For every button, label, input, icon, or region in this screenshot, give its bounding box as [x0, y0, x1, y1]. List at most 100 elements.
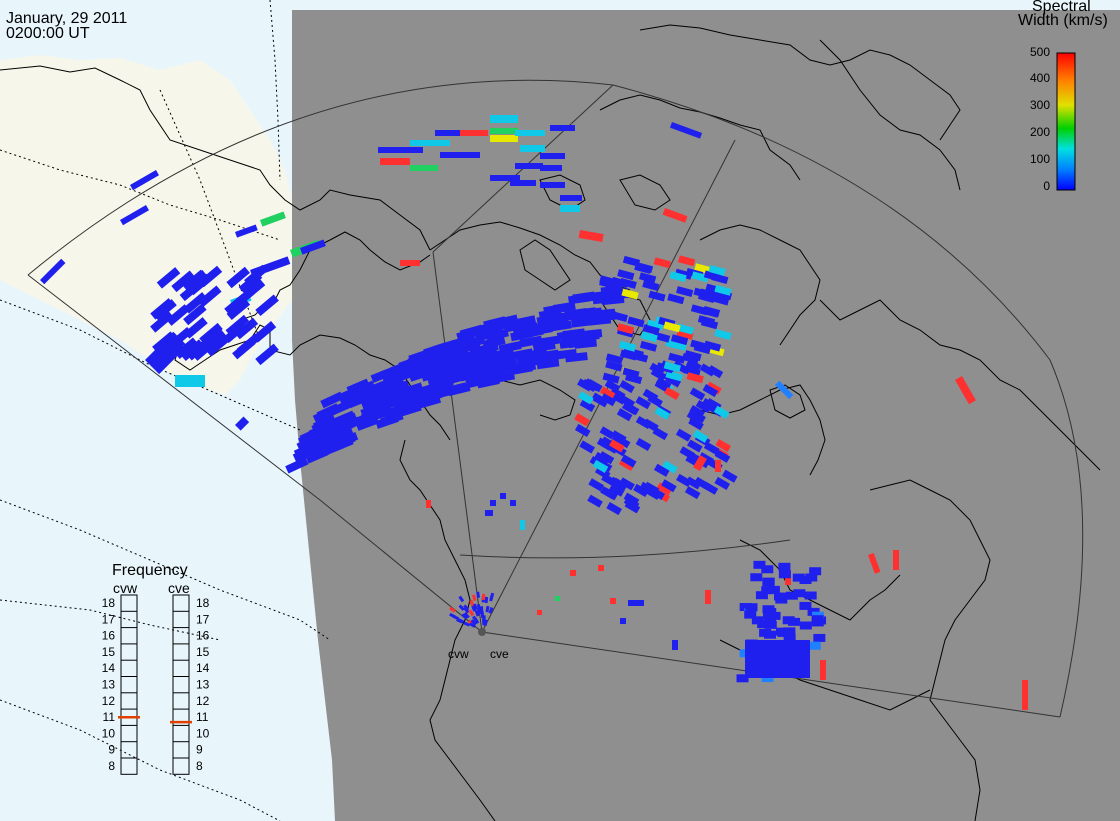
colorbar-title-line1: Spectral	[1032, 0, 1091, 15]
frequency-title: Frequency	[112, 562, 188, 579]
echo-cell	[347, 392, 372, 408]
echo-cell	[460, 130, 488, 136]
site-label-cvw: cvw	[448, 647, 469, 661]
echo-cell	[619, 394, 636, 409]
echo-cell	[532, 340, 556, 353]
radar-site-markers: cvw cve	[448, 628, 509, 661]
frequency-scale-label-right: 8	[196, 759, 203, 773]
echo-cell	[479, 606, 484, 613]
frequency-scale-label-right: 12	[196, 694, 210, 708]
radar-echoes	[40, 115, 1028, 710]
echo-cell	[702, 384, 719, 398]
echo-cell	[703, 270, 722, 282]
echo-cell	[320, 440, 345, 457]
echo-cell	[596, 437, 613, 451]
echo-cell	[463, 606, 470, 614]
echo-cell	[577, 391, 594, 405]
echo-cell	[226, 266, 250, 289]
echo-cell	[235, 224, 258, 238]
echo-cell	[628, 600, 644, 606]
echo-cell	[693, 343, 711, 355]
echo-cell	[804, 591, 817, 600]
echo-cell	[954, 376, 976, 405]
echo-cell	[378, 147, 423, 153]
echo-cell	[540, 182, 565, 188]
echo-cell	[490, 128, 518, 134]
echo-cell	[745, 603, 758, 612]
echo-cell	[687, 439, 703, 453]
echo-cell	[642, 280, 660, 292]
echo-cell	[621, 288, 639, 300]
echo-cell	[574, 423, 591, 437]
echo-cell	[619, 349, 638, 361]
echo-cell	[744, 610, 757, 619]
echo-cell	[152, 331, 176, 353]
echo-cell	[699, 363, 716, 377]
echo-cell	[753, 560, 766, 569]
echo-cell	[616, 323, 635, 335]
frequency-scale-label-left: 12	[102, 694, 116, 708]
colorbar-title-line2: Width (km/s)	[1018, 12, 1108, 29]
frequency-scale-label-left: 14	[102, 661, 116, 675]
frequency-scale-label-left: 18	[102, 596, 116, 610]
echo-cell	[510, 500, 516, 506]
echo-cell	[225, 314, 250, 337]
frequency-scale-label-left: 13	[102, 678, 116, 692]
echo-cell	[469, 622, 476, 628]
frequency-scale-label-right: 13	[196, 678, 210, 692]
echo-cell	[252, 321, 277, 343]
echo-cell	[320, 391, 344, 409]
echo-cell	[820, 660, 826, 680]
echo-cell	[458, 595, 465, 603]
echo-cell	[591, 392, 608, 406]
echo-cell	[380, 375, 405, 391]
echo-cell	[695, 399, 712, 414]
echo-cell	[674, 268, 693, 280]
echo-cell	[387, 393, 411, 409]
echo-cell	[431, 384, 455, 398]
echo-cell	[198, 265, 223, 288]
echo-cell	[705, 590, 711, 604]
echo-cell	[485, 605, 490, 613]
echo-cell	[426, 350, 451, 365]
echo-cell	[809, 567, 822, 576]
echo-cell	[642, 388, 659, 402]
echo-cell	[484, 596, 489, 604]
echo-cell	[458, 604, 465, 611]
echo-cell	[470, 619, 477, 626]
echo-cell	[482, 619, 487, 626]
frequency-scale-label-left: 15	[102, 645, 116, 659]
echo-cell	[609, 439, 625, 453]
echo-cell	[435, 130, 465, 136]
echo-cell	[683, 366, 701, 378]
echo-cell	[669, 271, 687, 283]
echo-cell	[619, 380, 635, 394]
echo-cell	[676, 323, 694, 335]
frequency-scale-label-right: 18	[196, 596, 210, 610]
echo-cell	[510, 180, 536, 186]
echo-cell	[161, 342, 186, 364]
echo-cell	[560, 205, 580, 212]
frequency-bar-cve	[172, 594, 190, 775]
echo-cell	[778, 570, 791, 579]
echo-cell	[715, 438, 732, 453]
echo-cell	[700, 318, 719, 330]
site-label-cve: cve	[490, 647, 509, 661]
echo-cell	[649, 486, 666, 500]
echo-cell	[183, 269, 208, 292]
echo-cell	[406, 387, 430, 402]
echo-cell	[260, 211, 286, 227]
echo-cell	[714, 329, 732, 341]
echo-cell	[808, 641, 821, 650]
echo-cell	[410, 351, 434, 367]
echo-cell	[653, 463, 670, 477]
echo-cell	[618, 340, 637, 352]
echo-cell	[473, 603, 478, 611]
echo-cell	[560, 195, 582, 201]
frequency-scale-label-right: 11	[196, 710, 209, 724]
echo-cell	[602, 487, 618, 501]
echo-cell	[503, 320, 527, 333]
echo-cell	[652, 331, 671, 343]
echo-cell	[236, 333, 261, 355]
frequency-bar-cvw	[120, 594, 138, 775]
